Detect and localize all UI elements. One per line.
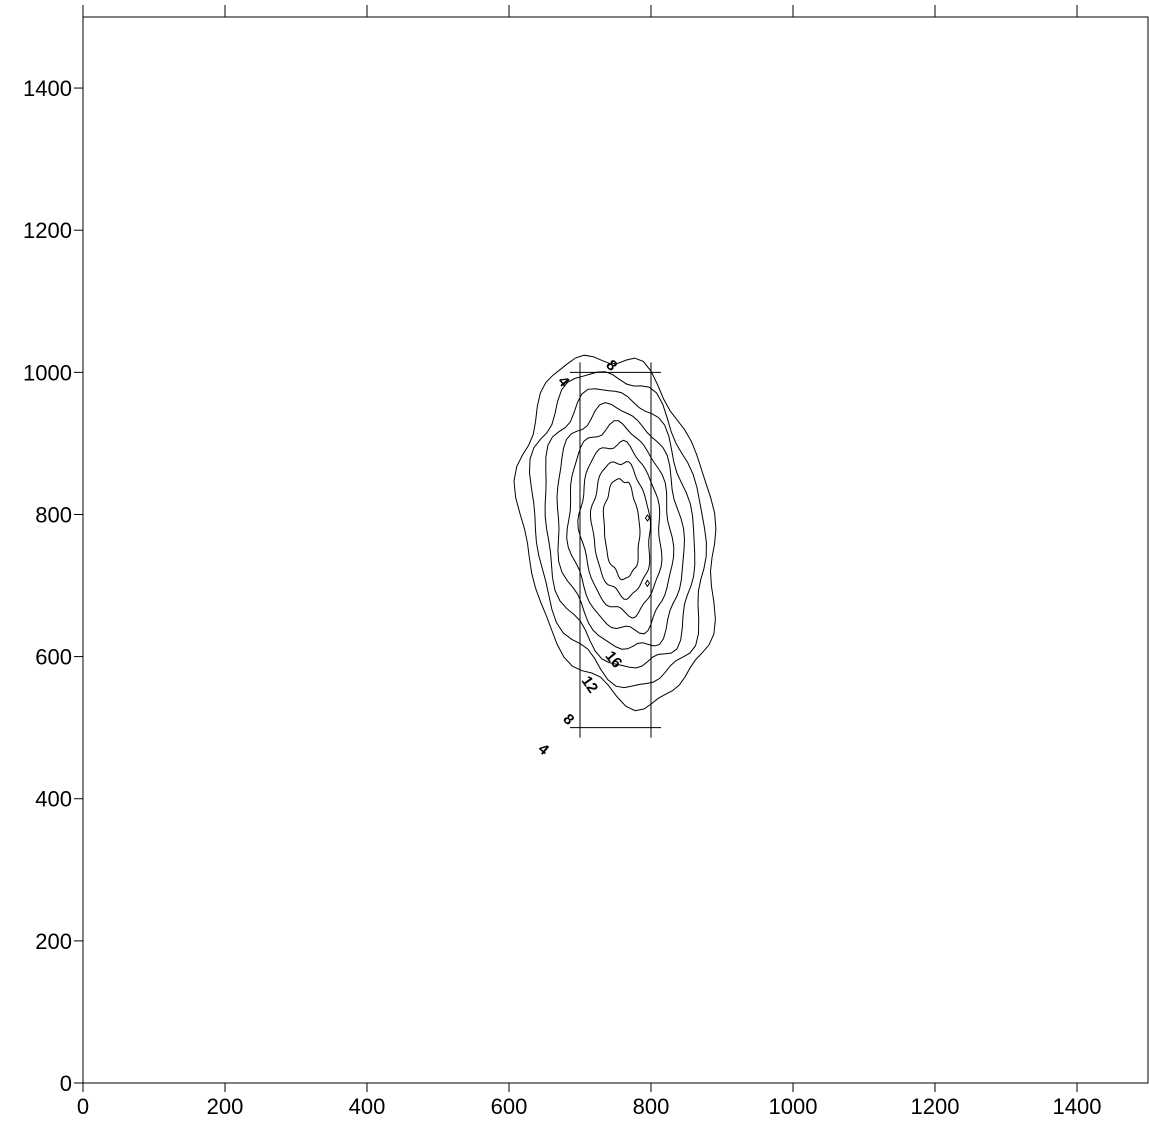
y-tick-label: 0 — [60, 1071, 72, 1096]
x-tick-label: 0 — [77, 1094, 89, 1119]
y-tick-label: 200 — [35, 929, 72, 954]
y-axis: 0 200 400 600 800 1000 1200 1400 — [23, 76, 83, 1096]
y-tick-label: 1200 — [23, 218, 72, 243]
contour-line-16 — [589, 461, 652, 600]
contour-line-10 — [556, 402, 686, 650]
y-tick-label: 1400 — [23, 76, 72, 101]
contour-line-14 — [577, 439, 663, 619]
contour-line-12 — [566, 420, 675, 635]
y-tick-label: 800 — [35, 502, 72, 527]
peak-marker — [644, 514, 651, 522]
plot-frame — [82, 16, 1149, 1084]
contour-label: 4 — [554, 373, 573, 391]
peak-marker — [644, 579, 651, 588]
x-tick-label: 600 — [491, 1094, 528, 1119]
contour-label: 4 — [535, 740, 553, 759]
y-tick-label: 1000 — [23, 360, 72, 385]
x-tick-label: 400 — [349, 1094, 386, 1119]
contour-line-8 — [544, 388, 696, 669]
contour-label: 16 — [602, 648, 626, 672]
source-rectangle — [570, 362, 661, 738]
y-tick-label: 400 — [35, 787, 72, 812]
peak-markers — [644, 514, 651, 588]
contour-line-6 — [528, 371, 707, 689]
top-axis-ticks — [82, 5, 1078, 17]
x-tick-label: 1200 — [911, 1094, 960, 1119]
x-tick-label: 1400 — [1053, 1094, 1102, 1119]
x-tick-label: 200 — [207, 1094, 244, 1119]
x-tick-label: 1000 — [769, 1094, 818, 1119]
x-axis: 0 200 400 600 800 1000 1200 1400 — [77, 1083, 1102, 1119]
y-tick-label: 600 — [35, 645, 72, 670]
contour-label: 12 — [578, 673, 601, 696]
contour-line-18 — [602, 478, 641, 581]
contour-label: 8 — [559, 711, 577, 729]
x-tick-label: 800 — [633, 1094, 670, 1119]
